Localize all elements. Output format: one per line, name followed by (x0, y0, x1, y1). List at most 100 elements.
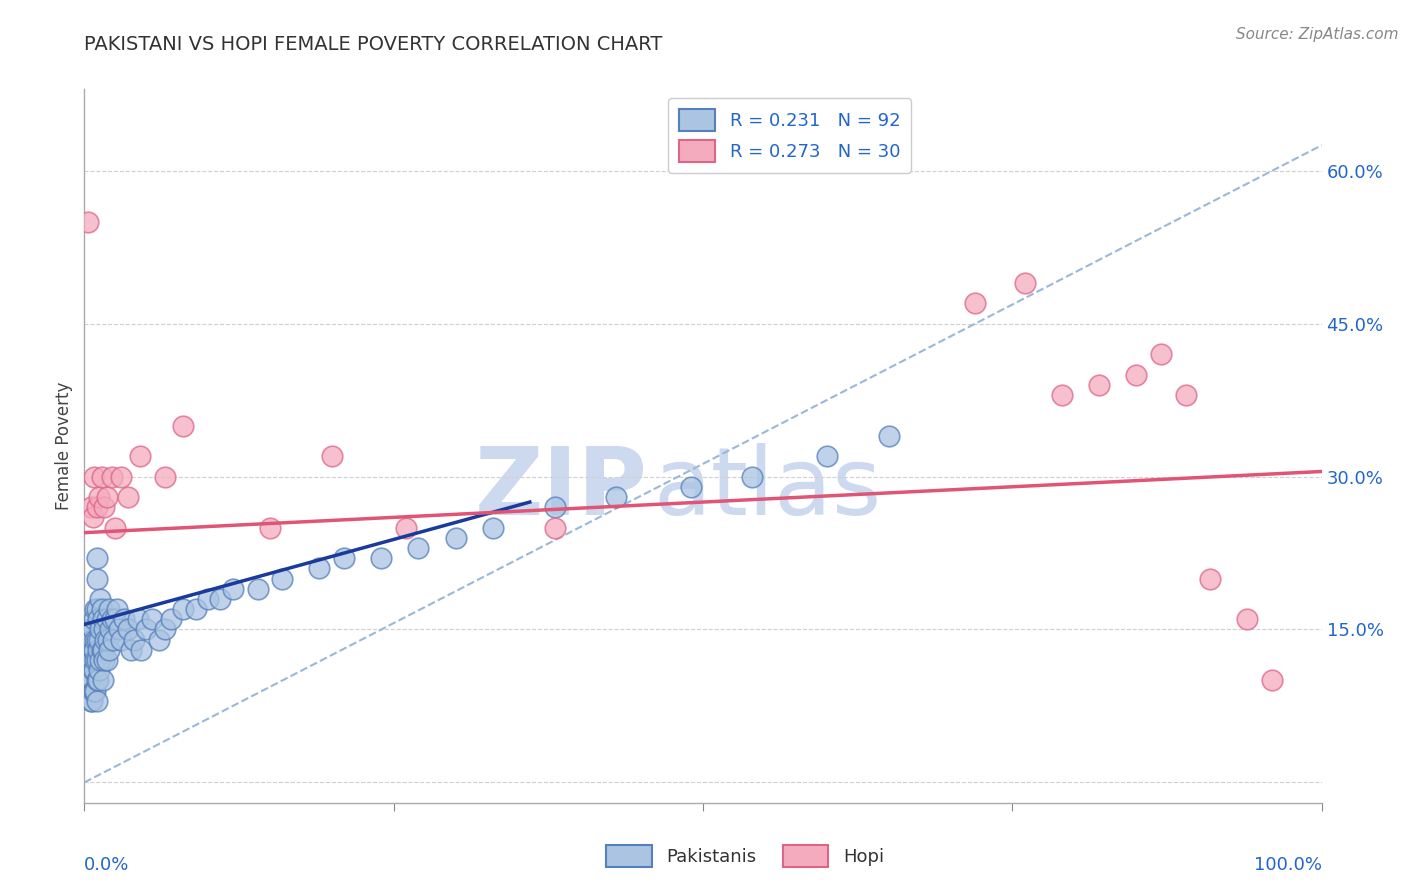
Point (89, 490, 111, 504)
Point (108, 623, 131, 637)
Point (91, 612, 114, 626)
Point (1236, 612, 1258, 626)
Point (82, 623, 104, 637)
Point (395, 520, 418, 534)
Point (79, 653, 101, 667)
Point (543, 520, 565, 534)
Point (82, 643, 104, 657)
Point (91, 673, 114, 688)
Point (82, 510, 104, 524)
Point (153, 469, 176, 483)
Point (679, 480, 702, 494)
Text: PAKISTANI VS HOPI FEMALE POVERTY CORRELATION CHART: PAKISTANI VS HOPI FEMALE POVERTY CORRELA… (84, 35, 662, 54)
Point (93, 653, 115, 667)
Point (877, 429, 900, 443)
Point (80, 694, 103, 708)
Point (87, 643, 110, 657)
Point (90, 469, 112, 483)
Point (79, 653, 101, 667)
Legend: R = 0.231   N = 92, R = 0.273   N = 30: R = 0.231 N = 92, R = 0.273 N = 30 (668, 98, 911, 173)
Point (1261, 673, 1284, 688)
Point (444, 531, 467, 545)
Point (80, 673, 103, 688)
Point (321, 449, 343, 463)
Point (184, 602, 207, 616)
Point (222, 582, 245, 596)
Point (79, 673, 101, 688)
Point (117, 623, 139, 637)
Point (1014, 276, 1036, 290)
Point (84, 602, 107, 616)
Point (172, 418, 194, 433)
Text: atlas: atlas (654, 442, 882, 535)
Point (79, 673, 101, 688)
Point (80, 653, 103, 667)
Point (100, 612, 122, 626)
Point (1199, 572, 1222, 586)
Point (83, 663, 105, 677)
Point (82, 683, 104, 698)
Point (89, 591, 111, 606)
Point (86, 653, 108, 667)
Point (87, 612, 110, 626)
Point (1174, 388, 1197, 402)
Text: 100.0%: 100.0% (1254, 856, 1322, 874)
Point (110, 469, 132, 483)
Point (160, 612, 183, 626)
Point (141, 612, 163, 626)
Point (98, 623, 121, 637)
Point (86, 500, 108, 515)
Point (93, 500, 115, 515)
Legend: Pakistanis, Hopi: Pakistanis, Hopi (599, 838, 891, 874)
Point (129, 643, 152, 657)
Point (815, 449, 838, 463)
Point (79, 643, 101, 657)
Point (96, 653, 118, 667)
Point (605, 490, 627, 504)
Point (82, 663, 104, 677)
Point (83, 683, 105, 698)
Point (86, 551, 108, 566)
Text: Source: ZipAtlas.com: Source: ZipAtlas.com (1236, 27, 1399, 42)
Point (91, 643, 114, 657)
Point (153, 623, 176, 637)
Point (77, 215, 100, 229)
Point (93, 623, 115, 637)
Point (86, 673, 108, 688)
Point (97, 632, 120, 647)
Point (1125, 368, 1147, 382)
Point (117, 490, 139, 504)
Point (90, 643, 112, 657)
Point (148, 632, 170, 647)
Point (129, 449, 152, 463)
Point (481, 520, 503, 534)
Point (77, 653, 100, 667)
Point (120, 643, 142, 657)
Point (104, 520, 127, 534)
Point (98, 643, 121, 657)
Point (86, 694, 108, 708)
Point (1088, 377, 1111, 392)
Point (259, 520, 281, 534)
Point (84, 653, 107, 667)
Point (89, 653, 111, 667)
Point (741, 469, 763, 483)
Point (86, 632, 108, 647)
Y-axis label: Female Poverty: Female Poverty (55, 382, 73, 510)
Point (79, 500, 101, 515)
Point (105, 602, 128, 616)
Point (90, 602, 112, 616)
Point (209, 591, 232, 606)
Point (83, 643, 105, 657)
Point (543, 500, 565, 515)
Point (271, 572, 294, 586)
Point (84, 632, 107, 647)
Point (98, 602, 121, 616)
Point (79, 623, 101, 637)
Point (80, 632, 103, 647)
Point (308, 561, 330, 575)
Point (79, 694, 101, 708)
Point (122, 632, 145, 647)
Point (96, 612, 118, 626)
Point (135, 623, 157, 637)
